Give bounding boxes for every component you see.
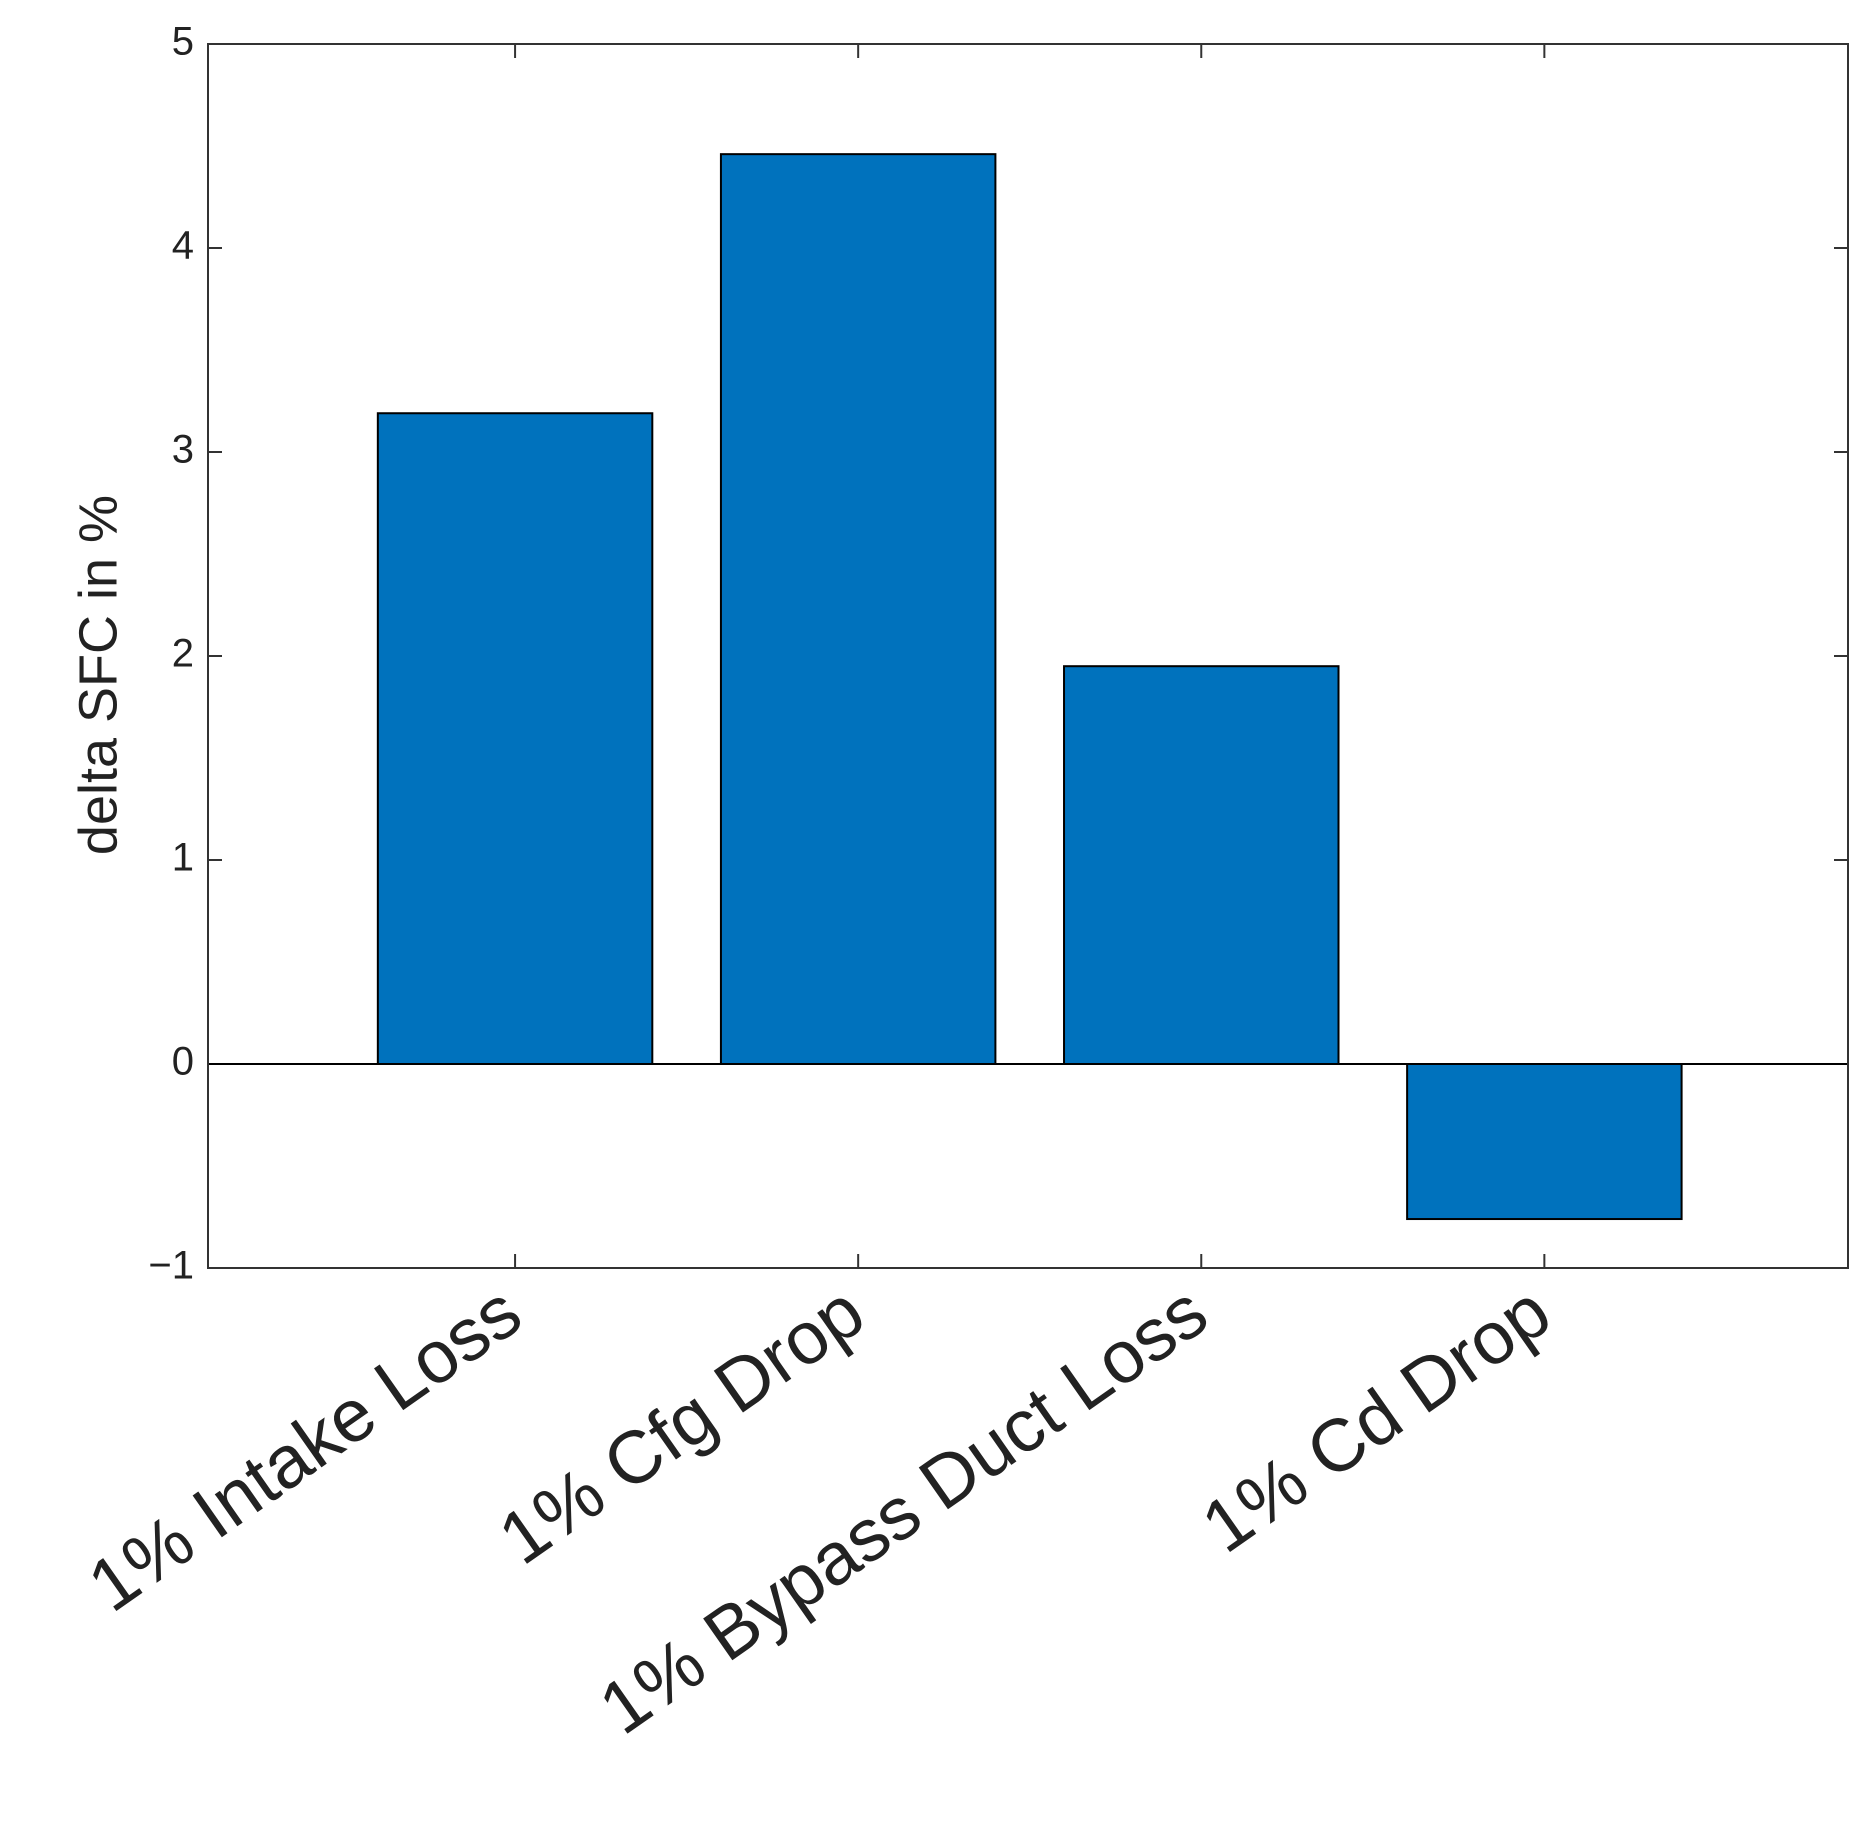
x-tick-label: 1% Intake Loss — [73, 1269, 535, 1627]
bar — [376, 412, 654, 1065]
y-tick-label: −1 — [148, 1244, 194, 1288]
x-tick-label: 1% Bypass Duct Loss — [584, 1269, 1221, 1750]
bar — [719, 153, 997, 1066]
bar — [1406, 1063, 1683, 1221]
plot-frame — [207, 43, 1849, 1269]
y-tick-label: 2 — [172, 632, 194, 676]
y-tick-label: 3 — [172, 428, 194, 472]
y-tick-label: 5 — [172, 20, 194, 64]
bar — [1063, 665, 1340, 1065]
x-tick-label: 1% Cd Drop — [1187, 1269, 1565, 1568]
y-tick-label: 0 — [172, 1040, 194, 1084]
y-tick-label: 1 — [172, 836, 194, 880]
y-axis-label: delta SFC in % — [68, 495, 128, 855]
y-tick-label: 4 — [172, 224, 194, 268]
